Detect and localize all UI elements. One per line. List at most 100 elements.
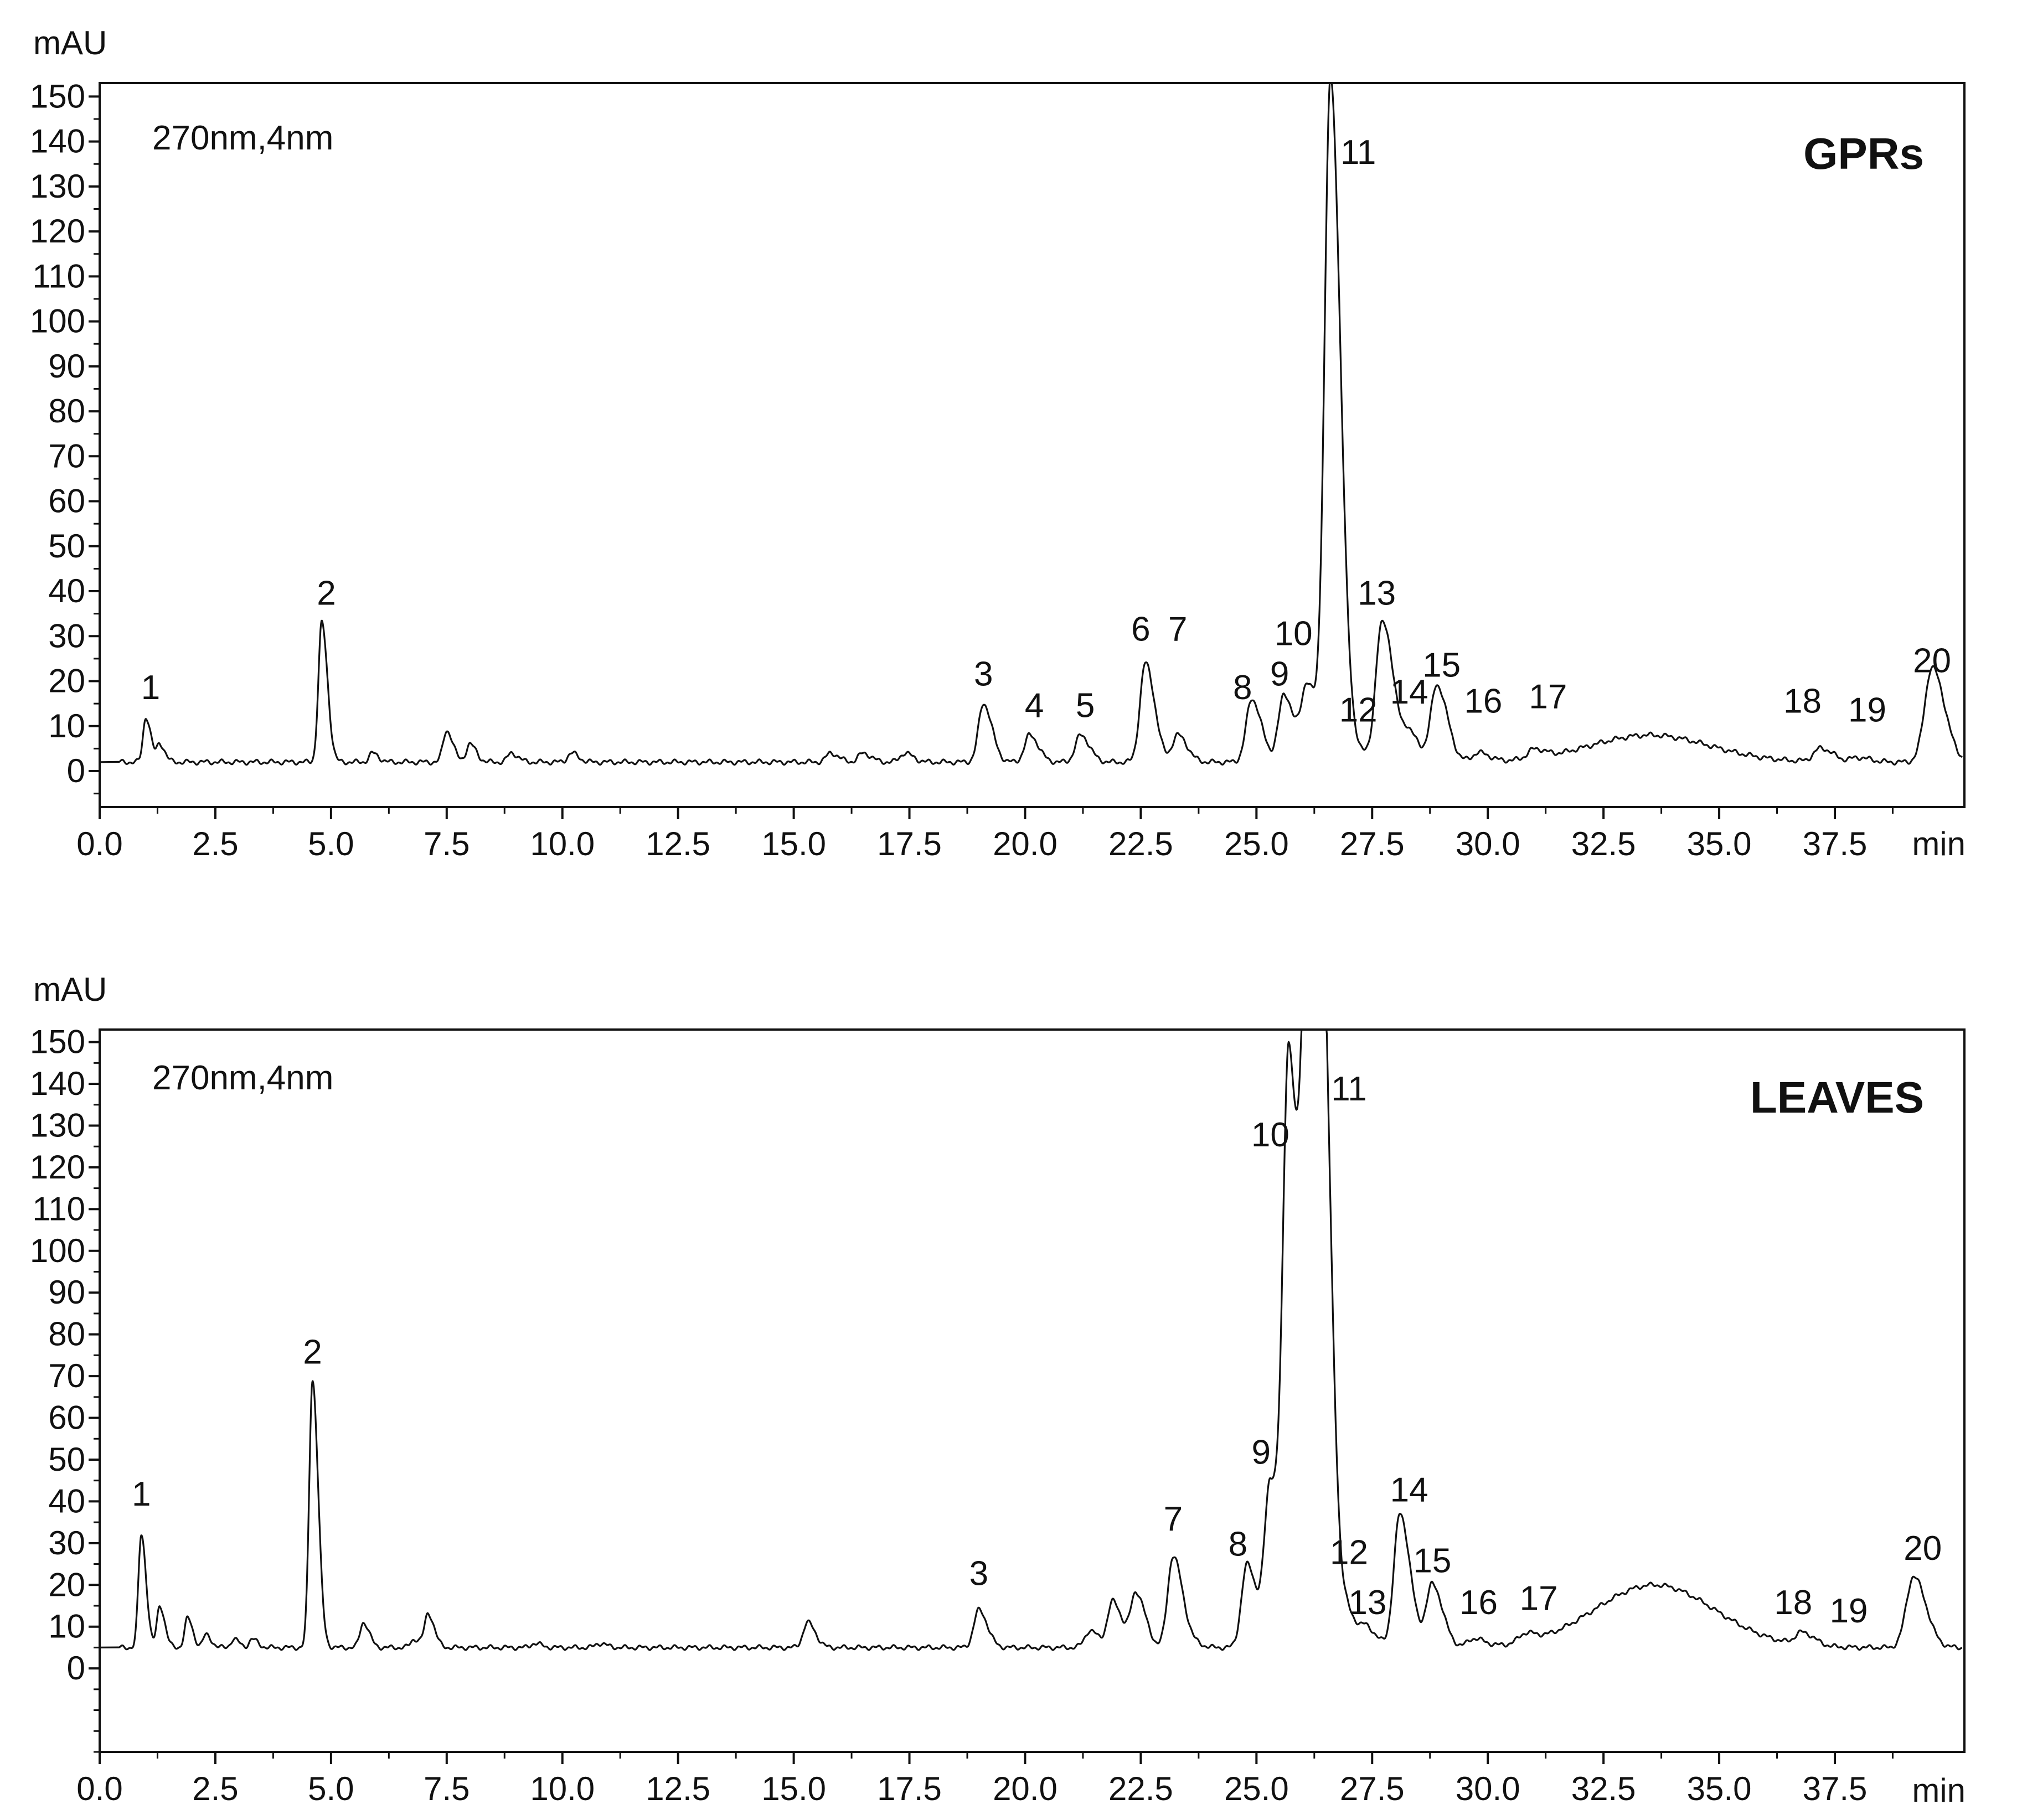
y-tick-label: 20 [48, 663, 85, 700]
x-tick-label: 0.0 [76, 825, 122, 862]
y-tick-label: 130 [30, 168, 85, 205]
y-tick-label: 130 [30, 1107, 85, 1144]
x-tick-label: 12.5 [646, 1770, 710, 1807]
plot-frame [99, 82, 1966, 808]
x-tick-label: 32.5 [1571, 1770, 1636, 1807]
y-tick-label: 70 [48, 1357, 85, 1394]
x-tick-label: 35.0 [1687, 1770, 1752, 1807]
x-tick-label: 27.5 [1340, 825, 1405, 862]
peak-label: 16 [1459, 1584, 1498, 1622]
x-tick-label: 25.0 [1224, 1770, 1289, 1807]
peak-label: 9 [1270, 655, 1289, 694]
y-tick-label: 90 [48, 1274, 85, 1311]
peak-label: 6 [1131, 610, 1150, 648]
peak-label: 7 [1164, 1500, 1183, 1538]
peak-label: 20 [1904, 1529, 1942, 1568]
x-tick-label: 20.0 [993, 825, 1058, 862]
x-tick-label: 35.0 [1687, 825, 1752, 862]
y-tick-label: 10 [48, 707, 85, 744]
peak-label: 15 [1413, 1542, 1451, 1580]
y-tick-label: 100 [30, 303, 85, 340]
peak-label: 9 [1251, 1434, 1270, 1472]
peak-label: 18 [1783, 682, 1822, 720]
x-tick-label: 10.0 [530, 1770, 595, 1807]
y-tick-label: 20 [48, 1566, 85, 1603]
peak-label: 3 [974, 655, 993, 694]
peak-label: 11 [1340, 133, 1376, 172]
y-axis-unit-label: mAU [33, 971, 107, 1008]
peak-label: 17 [1529, 678, 1567, 716]
y-tick-label: 110 [32, 257, 85, 294]
x-tick-label: 27.5 [1340, 1770, 1405, 1807]
x-tick-label: 37.5 [1803, 1770, 1868, 1807]
y-tick-label: 140 [30, 1065, 85, 1102]
x-tick-label: 7.5 [424, 825, 470, 862]
peak-label: 4 [1025, 687, 1044, 725]
wavelength-annotation: 270nm,4nm [152, 119, 333, 157]
peak-label: 14 [1390, 1471, 1428, 1509]
x-axis-unit-label: min [1912, 1772, 1966, 1809]
y-tick-label: 80 [48, 1316, 85, 1353]
y-tick-label: 30 [48, 1524, 85, 1562]
peak-label: 12 [1339, 691, 1378, 730]
peak-label: 18 [1774, 1584, 1812, 1622]
peak-label: 12 [1330, 1534, 1368, 1572]
peak-label: 19 [1848, 691, 1886, 730]
peak-label: 8 [1233, 669, 1252, 707]
y-axis-unit-label: mAU [33, 24, 107, 61]
y-tick-label: 100 [30, 1232, 85, 1269]
sample-label: LEAVES [1750, 1073, 1924, 1122]
x-tick-label: 20.0 [993, 1770, 1058, 1807]
y-tick-label: 10 [48, 1608, 85, 1645]
x-tick-label: 10.0 [530, 825, 595, 862]
y-tick-label: 150 [30, 1023, 85, 1061]
chromatogram-trace [99, 1028, 1963, 1651]
y-tick-label: 140 [30, 123, 85, 160]
y-tick-label: 120 [30, 213, 85, 250]
x-axis-unit-label: min [1912, 825, 1966, 862]
x-tick-label: 7.5 [424, 1770, 470, 1807]
peak-label: 20 [1913, 642, 1951, 680]
x-tick-label: 22.5 [1108, 825, 1173, 862]
x-tick-label: 5.0 [308, 825, 354, 862]
peak-label: 17 [1520, 1580, 1558, 1618]
peak-label: 3 [969, 1554, 988, 1593]
y-tick-label: 50 [48, 528, 85, 565]
x-tick-label: 15.0 [761, 825, 826, 862]
sample-label: GPRs [1803, 129, 1924, 178]
peak-label: 8 [1229, 1525, 1247, 1563]
y-tick-label: 0 [67, 1650, 85, 1687]
peak-label: 2 [317, 574, 336, 612]
y-tick-label: 80 [48, 392, 85, 430]
y-tick-label: 90 [48, 348, 85, 385]
plot-frame [99, 1028, 1966, 1753]
chromatogram-panel-leaves: mAU 270nm,4nm LEAVES min 010203040506070… [30, 971, 1966, 1809]
peak-label: 2 [303, 1333, 322, 1371]
y-tick-label: 0 [67, 752, 85, 789]
peak-label: 10 [1251, 1116, 1289, 1154]
peak-label: 1 [132, 1475, 151, 1513]
y-tick-label: 120 [30, 1149, 85, 1186]
wavelength-annotation: 270nm,4nm [152, 1059, 333, 1097]
peak-label: 10 [1275, 615, 1313, 653]
peak-label: 13 [1348, 1584, 1386, 1622]
x-tick-label: 2.5 [192, 825, 238, 862]
x-tick-label: 17.5 [877, 1770, 942, 1807]
y-tick-label: 150 [30, 77, 85, 115]
x-tick-label: 2.5 [192, 1770, 238, 1807]
y-tick-label: 30 [48, 617, 85, 654]
x-tick-label: 22.5 [1108, 1770, 1173, 1807]
x-tick-label: 15.0 [761, 1770, 826, 1807]
x-tick-label: 12.5 [646, 825, 710, 862]
peak-label: 11 [1331, 1070, 1366, 1108]
y-tick-label: 70 [48, 437, 85, 474]
y-tick-label: 60 [48, 483, 85, 520]
x-tick-label: 25.0 [1224, 825, 1289, 862]
peak-label: 1 [141, 669, 160, 707]
y-tick-label: 110 [32, 1190, 85, 1227]
y-tick-label: 60 [48, 1399, 85, 1436]
y-tick-label: 50 [48, 1441, 85, 1478]
x-tick-label: 17.5 [877, 825, 942, 862]
peak-label: 15 [1422, 646, 1461, 684]
peak-label: 16 [1464, 682, 1502, 720]
